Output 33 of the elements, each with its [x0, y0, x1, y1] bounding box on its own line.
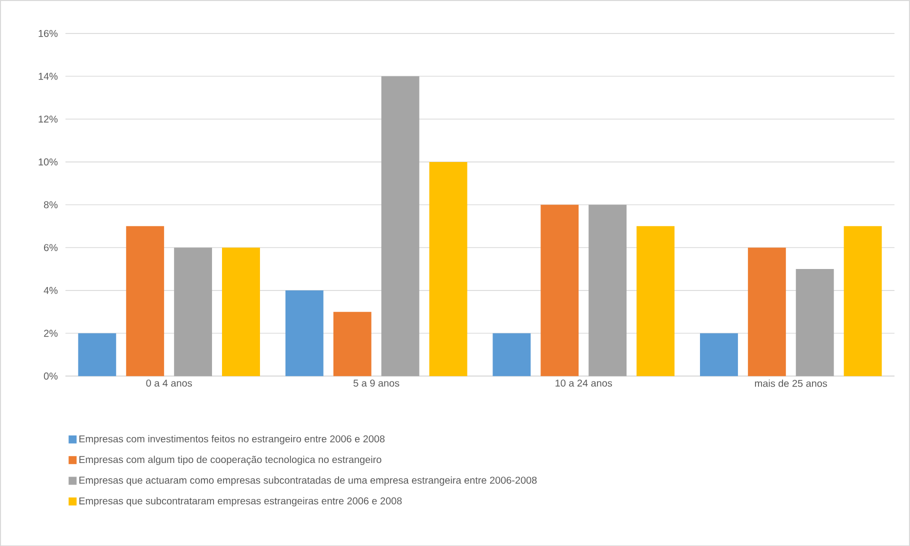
bar — [844, 226, 882, 376]
y-tick-label: 14% — [38, 72, 58, 80]
bar — [700, 333, 738, 376]
y-tick-label: 4% — [44, 286, 58, 294]
y-tick-label: 0% — [44, 372, 58, 380]
y-tick-label: 6% — [44, 244, 58, 251]
y-tick-label: 8% — [44, 201, 58, 208]
legend-label: Empresas que actuaram como empresas subcontratadas de uma empresa estrangeira entre 2006-2008 — [79, 476, 537, 486]
bar — [222, 247, 260, 376]
bar — [796, 268, 834, 376]
bar — [636, 226, 675, 376]
bar — [174, 247, 212, 376]
y-tick-label: 16% — [38, 30, 58, 37]
x-tick-label: 5 a 9 anos — [354, 379, 400, 386]
x-tick-label: mais de 25 anos — [755, 379, 828, 387]
legend-label: Empresas com investimentos feitos no estrangeiro entre 2006 e 2008 — [79, 434, 385, 444]
bar — [285, 290, 324, 376]
bar — [126, 226, 164, 376]
bar — [78, 333, 116, 376]
legend-label: Empresas que subcontrataram empresas estrangeiras entre 2006 e 2008 — [79, 496, 402, 506]
x-tick-label: 0 a 4 anos — [146, 379, 192, 386]
y-tick-label: 10% — [38, 158, 58, 166]
x-tick-label: 10 a 24 anos — [556, 379, 612, 386]
y-tick-label: 12% — [38, 115, 58, 122]
bar — [333, 312, 372, 376]
bar — [540, 204, 579, 376]
bar — [588, 204, 627, 376]
legend-label: Empresas com algum tipo de cooperação tecnologica no estrangeiro — [79, 456, 382, 465]
y-tick-label: 2% — [44, 330, 58, 337]
bar — [429, 162, 468, 376]
bar — [748, 247, 786, 376]
bar — [492, 333, 531, 376]
bar — [381, 76, 420, 376]
